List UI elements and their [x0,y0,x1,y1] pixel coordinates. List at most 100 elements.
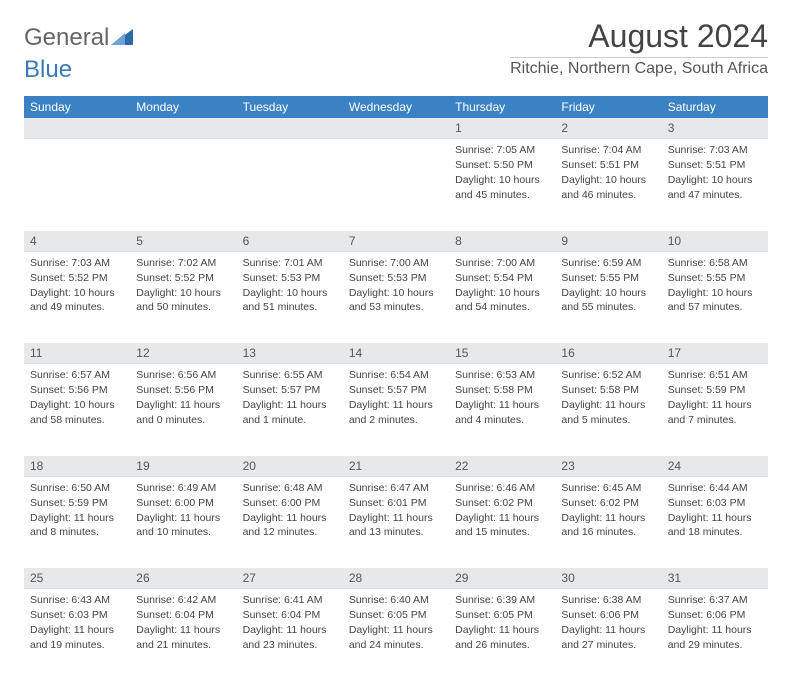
sunrise-line: Sunrise: 6:39 AM [455,593,549,607]
day-number-cell: 4 [24,231,130,252]
sunrise-line: Sunrise: 6:59 AM [561,256,655,270]
sunrise-line: Sunrise: 6:37 AM [668,593,762,607]
weekday-header: Wednesday [343,96,449,118]
sunrise-line: Sunrise: 6:46 AM [455,481,549,495]
day-number-cell: 13 [237,343,343,364]
day-number-row: 45678910 [24,231,768,252]
day-cell-body: Sunrise: 7:00 AMSunset: 5:54 PMDaylight:… [449,252,555,324]
logo: General [24,24,133,52]
sunset-line: Sunset: 5:53 PM [349,271,443,285]
day-body-row: Sunrise: 7:03 AMSunset: 5:52 PMDaylight:… [24,251,768,343]
day-body-row: Sunrise: 6:50 AMSunset: 5:59 PMDaylight:… [24,476,768,568]
day-cell: Sunrise: 7:02 AMSunset: 5:52 PMDaylight:… [130,251,236,343]
day-cell-body: Sunrise: 7:04 AMSunset: 5:51 PMDaylight:… [555,139,661,211]
day-number-cell: 30 [555,568,661,589]
day-cell: Sunrise: 6:43 AMSunset: 6:03 PMDaylight:… [24,589,130,681]
sunset-line: Sunset: 6:00 PM [136,496,230,510]
day-cell: Sunrise: 6:37 AMSunset: 6:06 PMDaylight:… [662,589,768,681]
month-title: August 2024 [510,18,768,58]
day-cell: Sunrise: 6:44 AMSunset: 6:03 PMDaylight:… [662,476,768,568]
sunset-line: Sunset: 6:01 PM [349,496,443,510]
sunrise-line: Sunrise: 6:48 AM [243,481,337,495]
sunrise-line: Sunrise: 6:44 AM [668,481,762,495]
sunrise-line: Sunrise: 7:02 AM [136,256,230,270]
day-cell-body: Sunrise: 6:40 AMSunset: 6:05 PMDaylight:… [343,589,449,661]
day-cell-body: Sunrise: 7:01 AMSunset: 5:53 PMDaylight:… [237,252,343,324]
day-cell: Sunrise: 6:40 AMSunset: 6:05 PMDaylight:… [343,589,449,681]
day-number-cell: 23 [555,456,661,477]
daylight-line: Daylight: 11 hours and 18 minutes. [668,511,762,539]
day-cell-body: Sunrise: 6:39 AMSunset: 6:05 PMDaylight:… [449,589,555,661]
sunrise-line: Sunrise: 7:00 AM [349,256,443,270]
daylight-line: Daylight: 10 hours and 58 minutes. [30,398,124,426]
day-number-cell: 14 [343,343,449,364]
day-number-cell: 15 [449,343,555,364]
day-number-cell: 7 [343,231,449,252]
day-number-cell [24,118,130,139]
sunset-line: Sunset: 6:04 PM [136,608,230,622]
day-cell-body: Sunrise: 7:05 AMSunset: 5:50 PMDaylight:… [449,139,555,211]
day-cell-body: Sunrise: 6:59 AMSunset: 5:55 PMDaylight:… [555,252,661,324]
day-cell: Sunrise: 6:49 AMSunset: 6:00 PMDaylight:… [130,476,236,568]
day-cell: Sunrise: 6:59 AMSunset: 5:55 PMDaylight:… [555,251,661,343]
sunset-line: Sunset: 5:51 PM [561,158,655,172]
day-cell [24,139,130,231]
daylight-line: Daylight: 11 hours and 27 minutes. [561,623,655,651]
sunrise-line: Sunrise: 7:00 AM [455,256,549,270]
sunset-line: Sunset: 5:52 PM [136,271,230,285]
day-cell-body: Sunrise: 6:44 AMSunset: 6:03 PMDaylight:… [662,477,768,549]
day-number-cell: 8 [449,231,555,252]
sunset-line: Sunset: 6:06 PM [668,608,762,622]
day-cell: Sunrise: 6:56 AMSunset: 5:56 PMDaylight:… [130,364,236,456]
daylight-line: Daylight: 11 hours and 15 minutes. [455,511,549,539]
day-cell: Sunrise: 6:47 AMSunset: 6:01 PMDaylight:… [343,476,449,568]
day-number-cell: 29 [449,568,555,589]
day-cell-body: Sunrise: 6:51 AMSunset: 5:59 PMDaylight:… [662,364,768,436]
sunrise-line: Sunrise: 6:51 AM [668,368,762,382]
sunrise-line: Sunrise: 7:03 AM [30,256,124,270]
sunset-line: Sunset: 5:51 PM [668,158,762,172]
daylight-line: Daylight: 10 hours and 50 minutes. [136,286,230,314]
sunset-line: Sunset: 5:52 PM [30,271,124,285]
sunrise-line: Sunrise: 7:01 AM [243,256,337,270]
day-cell-body: Sunrise: 7:03 AMSunset: 5:51 PMDaylight:… [662,139,768,211]
daylight-line: Daylight: 10 hours and 45 minutes. [455,173,549,201]
day-cell [237,139,343,231]
day-number-cell: 11 [24,343,130,364]
sunrise-line: Sunrise: 6:58 AM [668,256,762,270]
day-body-row: Sunrise: 7:05 AMSunset: 5:50 PMDaylight:… [24,139,768,231]
day-cell: Sunrise: 6:50 AMSunset: 5:59 PMDaylight:… [24,476,130,568]
sunrise-line: Sunrise: 6:45 AM [561,481,655,495]
weekday-header: Tuesday [237,96,343,118]
day-cell-body: Sunrise: 6:56 AMSunset: 5:56 PMDaylight:… [130,364,236,436]
sunrise-line: Sunrise: 6:49 AM [136,481,230,495]
day-number-row: 25262728293031 [24,568,768,589]
day-cell-body: Sunrise: 6:58 AMSunset: 5:55 PMDaylight:… [662,252,768,324]
day-number-cell: 31 [662,568,768,589]
daylight-line: Daylight: 10 hours and 49 minutes. [30,286,124,314]
day-cell-body: Sunrise: 6:54 AMSunset: 5:57 PMDaylight:… [343,364,449,436]
sunset-line: Sunset: 6:04 PM [243,608,337,622]
day-number-cell: 28 [343,568,449,589]
sunset-line: Sunset: 5:53 PM [243,271,337,285]
day-number-cell: 18 [24,456,130,477]
sunrise-line: Sunrise: 6:41 AM [243,593,337,607]
daylight-line: Daylight: 11 hours and 10 minutes. [136,511,230,539]
daylight-line: Daylight: 10 hours and 46 minutes. [561,173,655,201]
sunrise-line: Sunrise: 6:54 AM [349,368,443,382]
day-cell: Sunrise: 7:00 AMSunset: 5:54 PMDaylight:… [449,251,555,343]
day-cell [343,139,449,231]
day-number-cell: 6 [237,231,343,252]
daylight-line: Daylight: 11 hours and 7 minutes. [668,398,762,426]
sunrise-line: Sunrise: 6:38 AM [561,593,655,607]
day-number-row: 18192021222324 [24,456,768,477]
daylight-line: Daylight: 11 hours and 8 minutes. [30,511,124,539]
day-cell-body: Sunrise: 7:02 AMSunset: 5:52 PMDaylight:… [130,252,236,324]
sunrise-line: Sunrise: 6:57 AM [30,368,124,382]
daylight-line: Daylight: 11 hours and 2 minutes. [349,398,443,426]
sunset-line: Sunset: 5:58 PM [561,383,655,397]
day-number-cell: 12 [130,343,236,364]
sunset-line: Sunset: 5:56 PM [136,383,230,397]
day-number-cell [343,118,449,139]
daylight-line: Daylight: 11 hours and 21 minutes. [136,623,230,651]
